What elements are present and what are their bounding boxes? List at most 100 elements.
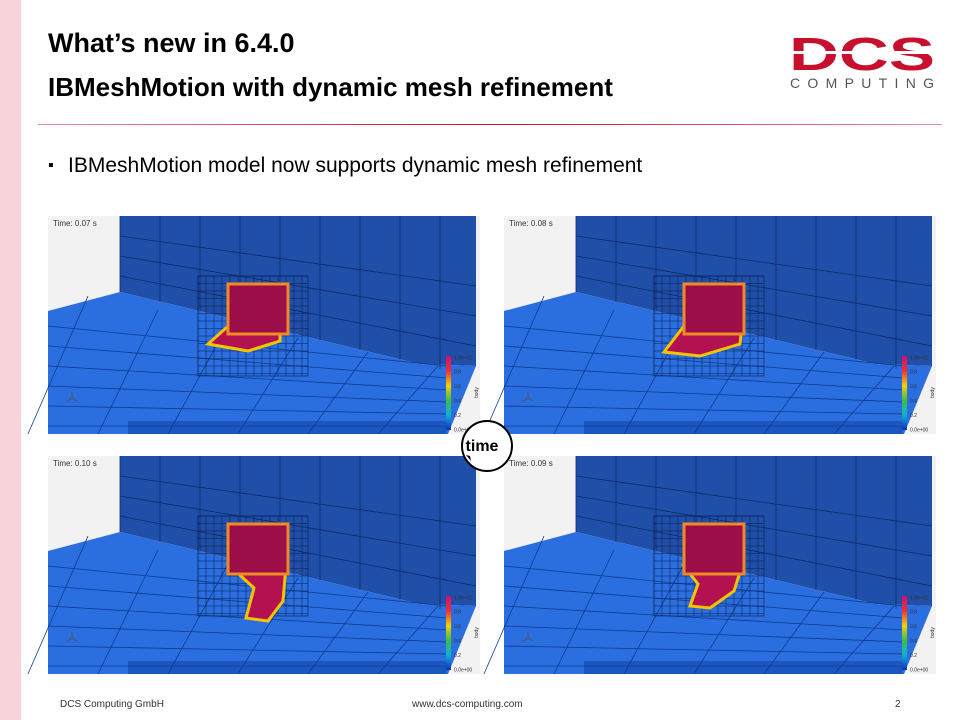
mesh-line <box>763 351 825 435</box>
colorbar-tick-label: 0.4 <box>454 639 461 645</box>
colorbar: 1.0e+00 0.8 0.6 0.4 0.2 0.0e+00 body <box>902 595 936 673</box>
mesh-line <box>575 235 933 287</box>
axis-triad <box>65 632 78 643</box>
colorbar-tick-label: 0.2 <box>910 653 917 659</box>
mesh-line <box>27 295 89 435</box>
mesh-line <box>119 475 477 527</box>
time-cycle: time <box>461 420 513 472</box>
colorbar-tick-label: 0.8 <box>454 610 461 616</box>
mesh-line <box>503 645 905 655</box>
colorbar-tick-label: 0.0e+00 <box>454 427 472 433</box>
colorbar-bar <box>446 356 451 430</box>
mesh-line <box>503 345 905 379</box>
mesh-line <box>47 625 449 643</box>
colorbar-tick-label: 0.2 <box>454 653 461 659</box>
body-plate <box>682 522 746 576</box>
mesh-line <box>47 565 449 607</box>
logo-cut <box>790 51 936 54</box>
axis-triad <box>521 392 534 403</box>
panel-grid: Time: 0.07 s 1.0e+00 0.8 0.6 0.4 0.2 0.0e+00 bo… <box>27 216 936 675</box>
body-plate <box>226 282 290 336</box>
cycle-circle <box>461 420 513 472</box>
colorbar-tick-label: 0.6 <box>910 384 917 390</box>
mesh-line <box>693 577 755 675</box>
mesh-line <box>553 549 615 675</box>
mesh-line <box>119 255 477 317</box>
mesh-line <box>503 365 905 391</box>
mesh-line <box>47 405 449 415</box>
time-label: Time: 0.07 s <box>53 219 97 228</box>
colorbar-tick-label: 1.0e+00 <box>910 595 928 601</box>
colorbar-tick-label: 0.6 <box>454 624 461 630</box>
mesh-line <box>833 605 895 675</box>
colorbar-label: body <box>930 387 936 398</box>
mesh-line <box>503 605 905 631</box>
cycle-arrow <box>466 455 471 461</box>
mesh-line <box>237 337 299 435</box>
mesh-line <box>119 515 477 587</box>
colorbar-tick-label: 0.4 <box>910 399 917 405</box>
mesh-line <box>377 605 439 675</box>
mesh-line <box>47 365 449 391</box>
footer-company: DCS Computing GmbH <box>60 699 164 710</box>
bullet: IBMeshMotion model now supports dynamic … <box>48 154 642 178</box>
time-label: Time: 0.09 s <box>509 459 553 468</box>
colorbar-tick-label: 0.8 <box>910 610 917 616</box>
header-rule <box>38 124 942 125</box>
colorbar-bar <box>446 596 451 670</box>
slide-subtitle: IBMeshMotion with dynamic mesh refinemen… <box>48 72 613 102</box>
mesh-line <box>575 255 933 317</box>
mesh-line <box>503 385 905 403</box>
mesh-line <box>47 385 449 403</box>
mesh-line <box>27 535 89 675</box>
time-label: Time: 0.10 s <box>53 459 97 468</box>
mesh-line <box>575 475 933 527</box>
colorbar-label: body <box>474 627 480 638</box>
logo-wordmark: COMPUTING <box>790 75 934 91</box>
mesh-line <box>503 625 905 643</box>
colorbar-tick-label: 0.6 <box>454 384 461 390</box>
body-plate <box>682 282 746 336</box>
logo: DCS COMPUTING <box>789 28 936 91</box>
mesh-line <box>97 309 159 435</box>
colorbar-tick-label: 1.0e+00 <box>454 595 472 601</box>
colorbar-tick-label: 0.8 <box>454 370 461 376</box>
mesh-line <box>119 275 477 347</box>
mesh-line <box>483 295 545 435</box>
mesh-line <box>377 365 439 435</box>
colorbar: 1.0e+00 0.8 0.6 0.4 0.2 0.0e+00 body <box>446 355 480 433</box>
floor-edge <box>128 661 448 674</box>
colorbar-tick-label: 0.0e+00 <box>910 667 928 673</box>
mesh-line <box>47 645 449 655</box>
simulation-panel: Time: 0.08 s 1.0e+00 0.8 0.6 0.4 0.2 0.0e+00 bo… <box>483 216 936 435</box>
mesh-line <box>833 365 895 435</box>
footer-website: www.dcs-computing.com <box>412 699 523 710</box>
mesh-line <box>503 405 905 415</box>
colorbar-tick-label: 0.2 <box>910 413 917 419</box>
colorbar-tick-label: 0.8 <box>910 370 917 376</box>
colorbar-tick-label: 0.0e+00 <box>454 667 472 673</box>
floor-edge <box>128 421 448 434</box>
mesh-line <box>237 577 299 675</box>
mesh-line <box>575 275 933 347</box>
colorbar-tick-label: 0.4 <box>910 639 917 645</box>
mesh-line <box>483 535 545 675</box>
floor-edge <box>584 661 904 674</box>
mesh-line <box>575 515 933 587</box>
mesh-line <box>167 563 229 675</box>
colorbar-bar <box>902 356 907 430</box>
colorbar-bar <box>902 596 907 670</box>
colorbar-tick-label: 0.4 <box>454 399 461 405</box>
slide-title: What’s new in 6.4.0 <box>48 28 295 58</box>
colorbar-tick-label: 0.6 <box>910 624 917 630</box>
mesh-line <box>47 585 449 619</box>
axis-triad <box>65 392 78 403</box>
colorbar-tick-label: 0.2 <box>454 413 461 419</box>
side-strip <box>0 0 21 720</box>
mesh-line <box>119 495 477 557</box>
colorbar-tick-label: 1.0e+00 <box>454 355 472 361</box>
time-label: Time: 0.08 s <box>509 219 553 228</box>
